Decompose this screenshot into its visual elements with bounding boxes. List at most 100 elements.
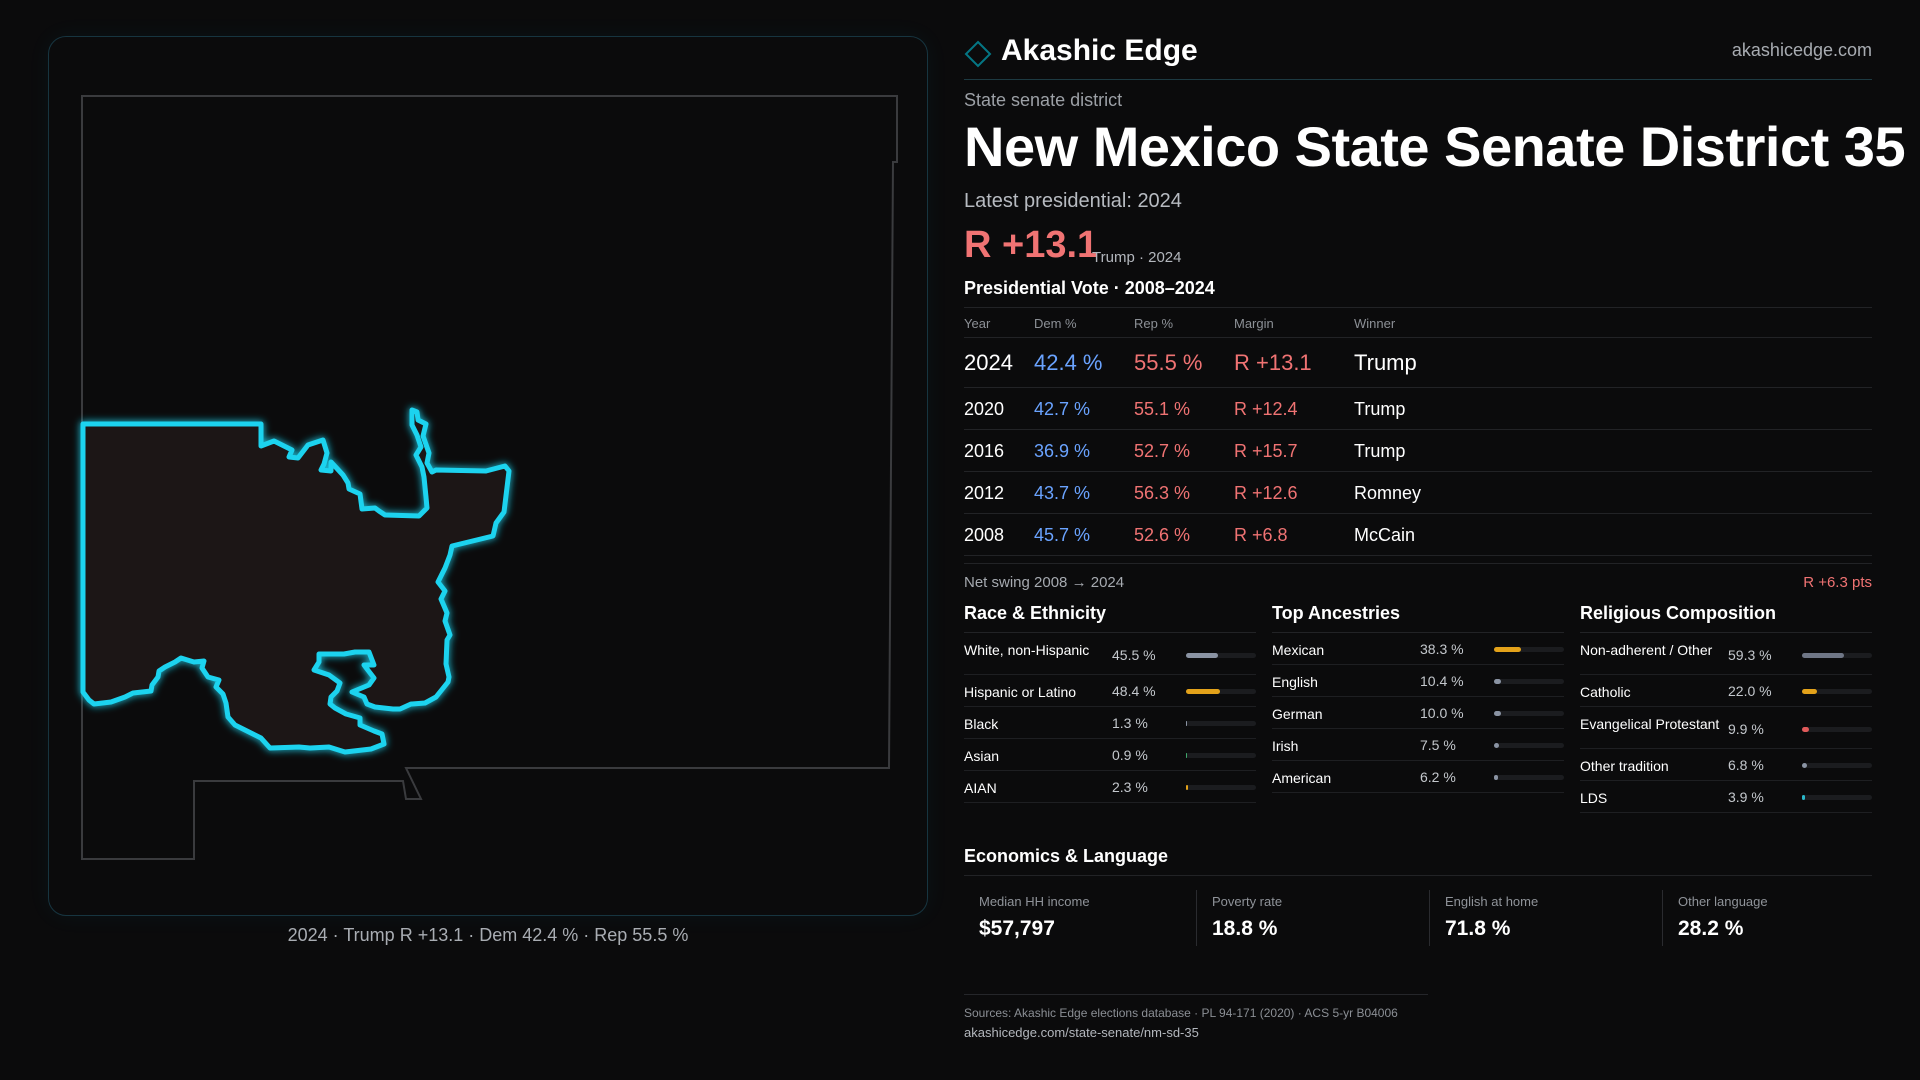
- stat-bar: [1802, 727, 1872, 732]
- stat-value: 1.3 %: [1112, 715, 1148, 731]
- latest-margin: R +13.1: [964, 224, 1099, 266]
- net-swing-value: R +6.3 pts: [1803, 574, 1872, 591]
- stat-bar: [1802, 653, 1872, 658]
- stat-bar-fill: [1802, 763, 1807, 768]
- stat-label: Catholic: [1580, 684, 1631, 700]
- ancestries-title: Top Ancestries: [1272, 603, 1564, 633]
- row-margin: R +6.8: [1234, 525, 1288, 545]
- row-rep: 52.7 %: [1134, 441, 1191, 461]
- stat-label: AIAN: [964, 780, 997, 796]
- econ-stat: English at home 71.8 %: [1429, 890, 1649, 946]
- stat-value: 6.2 %: [1420, 769, 1456, 785]
- row-year: 2008: [964, 525, 1005, 545]
- stat-value: 48.4 %: [1112, 683, 1156, 699]
- stat-value: 3.9 %: [1728, 789, 1764, 805]
- info-panel: Akashic Edge akashicedge.com State senat…: [964, 0, 1906, 1080]
- stat-row: AIAN 2.3 %: [964, 771, 1256, 803]
- row-winner: Trump: [1354, 399, 1406, 419]
- stat-value: 10.0 %: [1420, 705, 1464, 721]
- table-row: 2016 36.9 % 52.7 % R +15.7 Trump: [964, 430, 1872, 472]
- stat-bar-fill: [1186, 689, 1220, 694]
- econ-label: Other language: [1678, 894, 1768, 909]
- stat-value: 45.5 %: [1112, 647, 1156, 663]
- stat-row: Asian 0.9 %: [964, 739, 1256, 771]
- brand-logo-icon: [964, 40, 992, 68]
- stat-bar: [1186, 653, 1256, 658]
- stat-label: Other tradition: [1580, 758, 1669, 774]
- econ-value: 71.8 %: [1445, 917, 1511, 940]
- brand-url-link[interactable]: akashicedge.com: [1731, 40, 1872, 60]
- stat-bar-fill: [1802, 727, 1809, 732]
- stat-bar: [1494, 743, 1564, 748]
- row-rep: 56.3 %: [1134, 483, 1191, 503]
- footer-url-link[interactable]: akashicedge.com/state-senate/nm-sd-35: [964, 1025, 1199, 1040]
- stat-label: Evangelical Protestant: [1580, 716, 1720, 732]
- ancestries-section: Top Ancestries Mexican 38.3 % English 10…: [1272, 603, 1564, 793]
- stat-value: 7.5 %: [1420, 737, 1456, 753]
- stat-label: Non-adherent / Other: [1580, 642, 1713, 658]
- district-map: [80, 95, 898, 860]
- table-row: 2024 42.4 % 55.5 % R +13.1 Trump: [964, 338, 1872, 388]
- stat-value: 9.9 %: [1728, 721, 1764, 737]
- stat-row: Irish 7.5 %: [1272, 729, 1564, 761]
- stat-row: LDS 3.9 %: [1580, 781, 1872, 813]
- row-winner: McCain: [1354, 525, 1416, 545]
- stat-row: Catholic 22.0 %: [1580, 675, 1872, 707]
- stat-bar-fill: [1494, 743, 1500, 748]
- religion-section: Religious Composition Non-adherent / Oth…: [1580, 603, 1872, 813]
- stat-bar-fill: [1186, 753, 1188, 758]
- stat-bar-fill: [1494, 679, 1502, 684]
- stat-bar-fill: [1494, 711, 1501, 716]
- row-dem: 43.7 %: [1034, 483, 1091, 503]
- row-rep: 55.5 %: [1134, 350, 1203, 375]
- net-swing-label: Net swing 2008 → 2024: [964, 574, 1125, 591]
- stat-bar-fill: [1494, 775, 1499, 780]
- stat-label: Mexican: [1272, 642, 1325, 658]
- econ-label: English at home: [1445, 894, 1539, 909]
- row-dem: 42.7 %: [1034, 399, 1091, 419]
- stat-bar-fill: [1186, 785, 1188, 790]
- stat-row: Mexican 38.3 %: [1272, 633, 1564, 665]
- row-rep: 52.6 %: [1134, 525, 1191, 545]
- stat-row: Other tradition 6.8 %: [1580, 749, 1872, 781]
- stat-bar-fill: [1802, 795, 1805, 800]
- econ-label: Median HH income: [979, 894, 1090, 909]
- row-year: 2016: [964, 441, 1005, 461]
- stat-bar: [1802, 689, 1872, 694]
- stat-row: White, non-Hispanic 45.5 %: [964, 633, 1256, 675]
- stat-bar-fill: [1186, 721, 1188, 726]
- stat-label: White, non-Hispanic: [964, 642, 1090, 658]
- footer-sources: Sources: Akashic Edge elections database…: [964, 1006, 1398, 1020]
- stat-label: Hispanic or Latino: [964, 684, 1077, 700]
- row-margin: R +15.7: [1234, 441, 1298, 461]
- stat-value: 10.4 %: [1420, 673, 1464, 689]
- race-ethnicity-section: Race & Ethnicity White, non-Hispanic 45.…: [964, 603, 1256, 803]
- stat-value: 2.3 %: [1112, 779, 1148, 795]
- row-rep: 55.1 %: [1134, 399, 1191, 419]
- row-dem: 42.4 %: [1034, 350, 1103, 375]
- stat-bar-fill: [1802, 653, 1844, 658]
- stat-row: Black 1.3 %: [964, 707, 1256, 739]
- stat-bar: [1186, 689, 1256, 694]
- header-dem: Dem %: [1034, 316, 1077, 331]
- stat-value: 6.8 %: [1728, 757, 1764, 773]
- row-margin: R +12.4: [1234, 399, 1298, 419]
- stat-bar: [1186, 785, 1256, 790]
- row-winner: Trump: [1354, 350, 1417, 375]
- stat-bar-fill: [1494, 647, 1521, 652]
- stat-label: English: [1272, 674, 1318, 690]
- row-year: 2012: [964, 483, 1005, 503]
- stat-value: 38.3 %: [1420, 641, 1464, 657]
- row-winner: Trump: [1354, 441, 1406, 461]
- row-dem: 36.9 %: [1034, 441, 1091, 461]
- religion-title: Religious Composition: [1580, 603, 1872, 633]
- page-kicker: State senate district: [964, 90, 1123, 110]
- stat-bar: [1186, 753, 1256, 758]
- stat-label: German: [1272, 706, 1323, 722]
- race-ethnicity-title: Race & Ethnicity: [964, 603, 1256, 633]
- results-header-row: Year Dem % Rep % Margin Winner: [964, 308, 1872, 338]
- econ-stat: Other language 28.2 %: [1662, 890, 1882, 946]
- stat-label: Irish: [1272, 738, 1299, 754]
- stat-row: German 10.0 %: [1272, 697, 1564, 729]
- map-caption: 2024 · Trump R +13.1 · Dem 42.4 % · Rep …: [287, 925, 689, 945]
